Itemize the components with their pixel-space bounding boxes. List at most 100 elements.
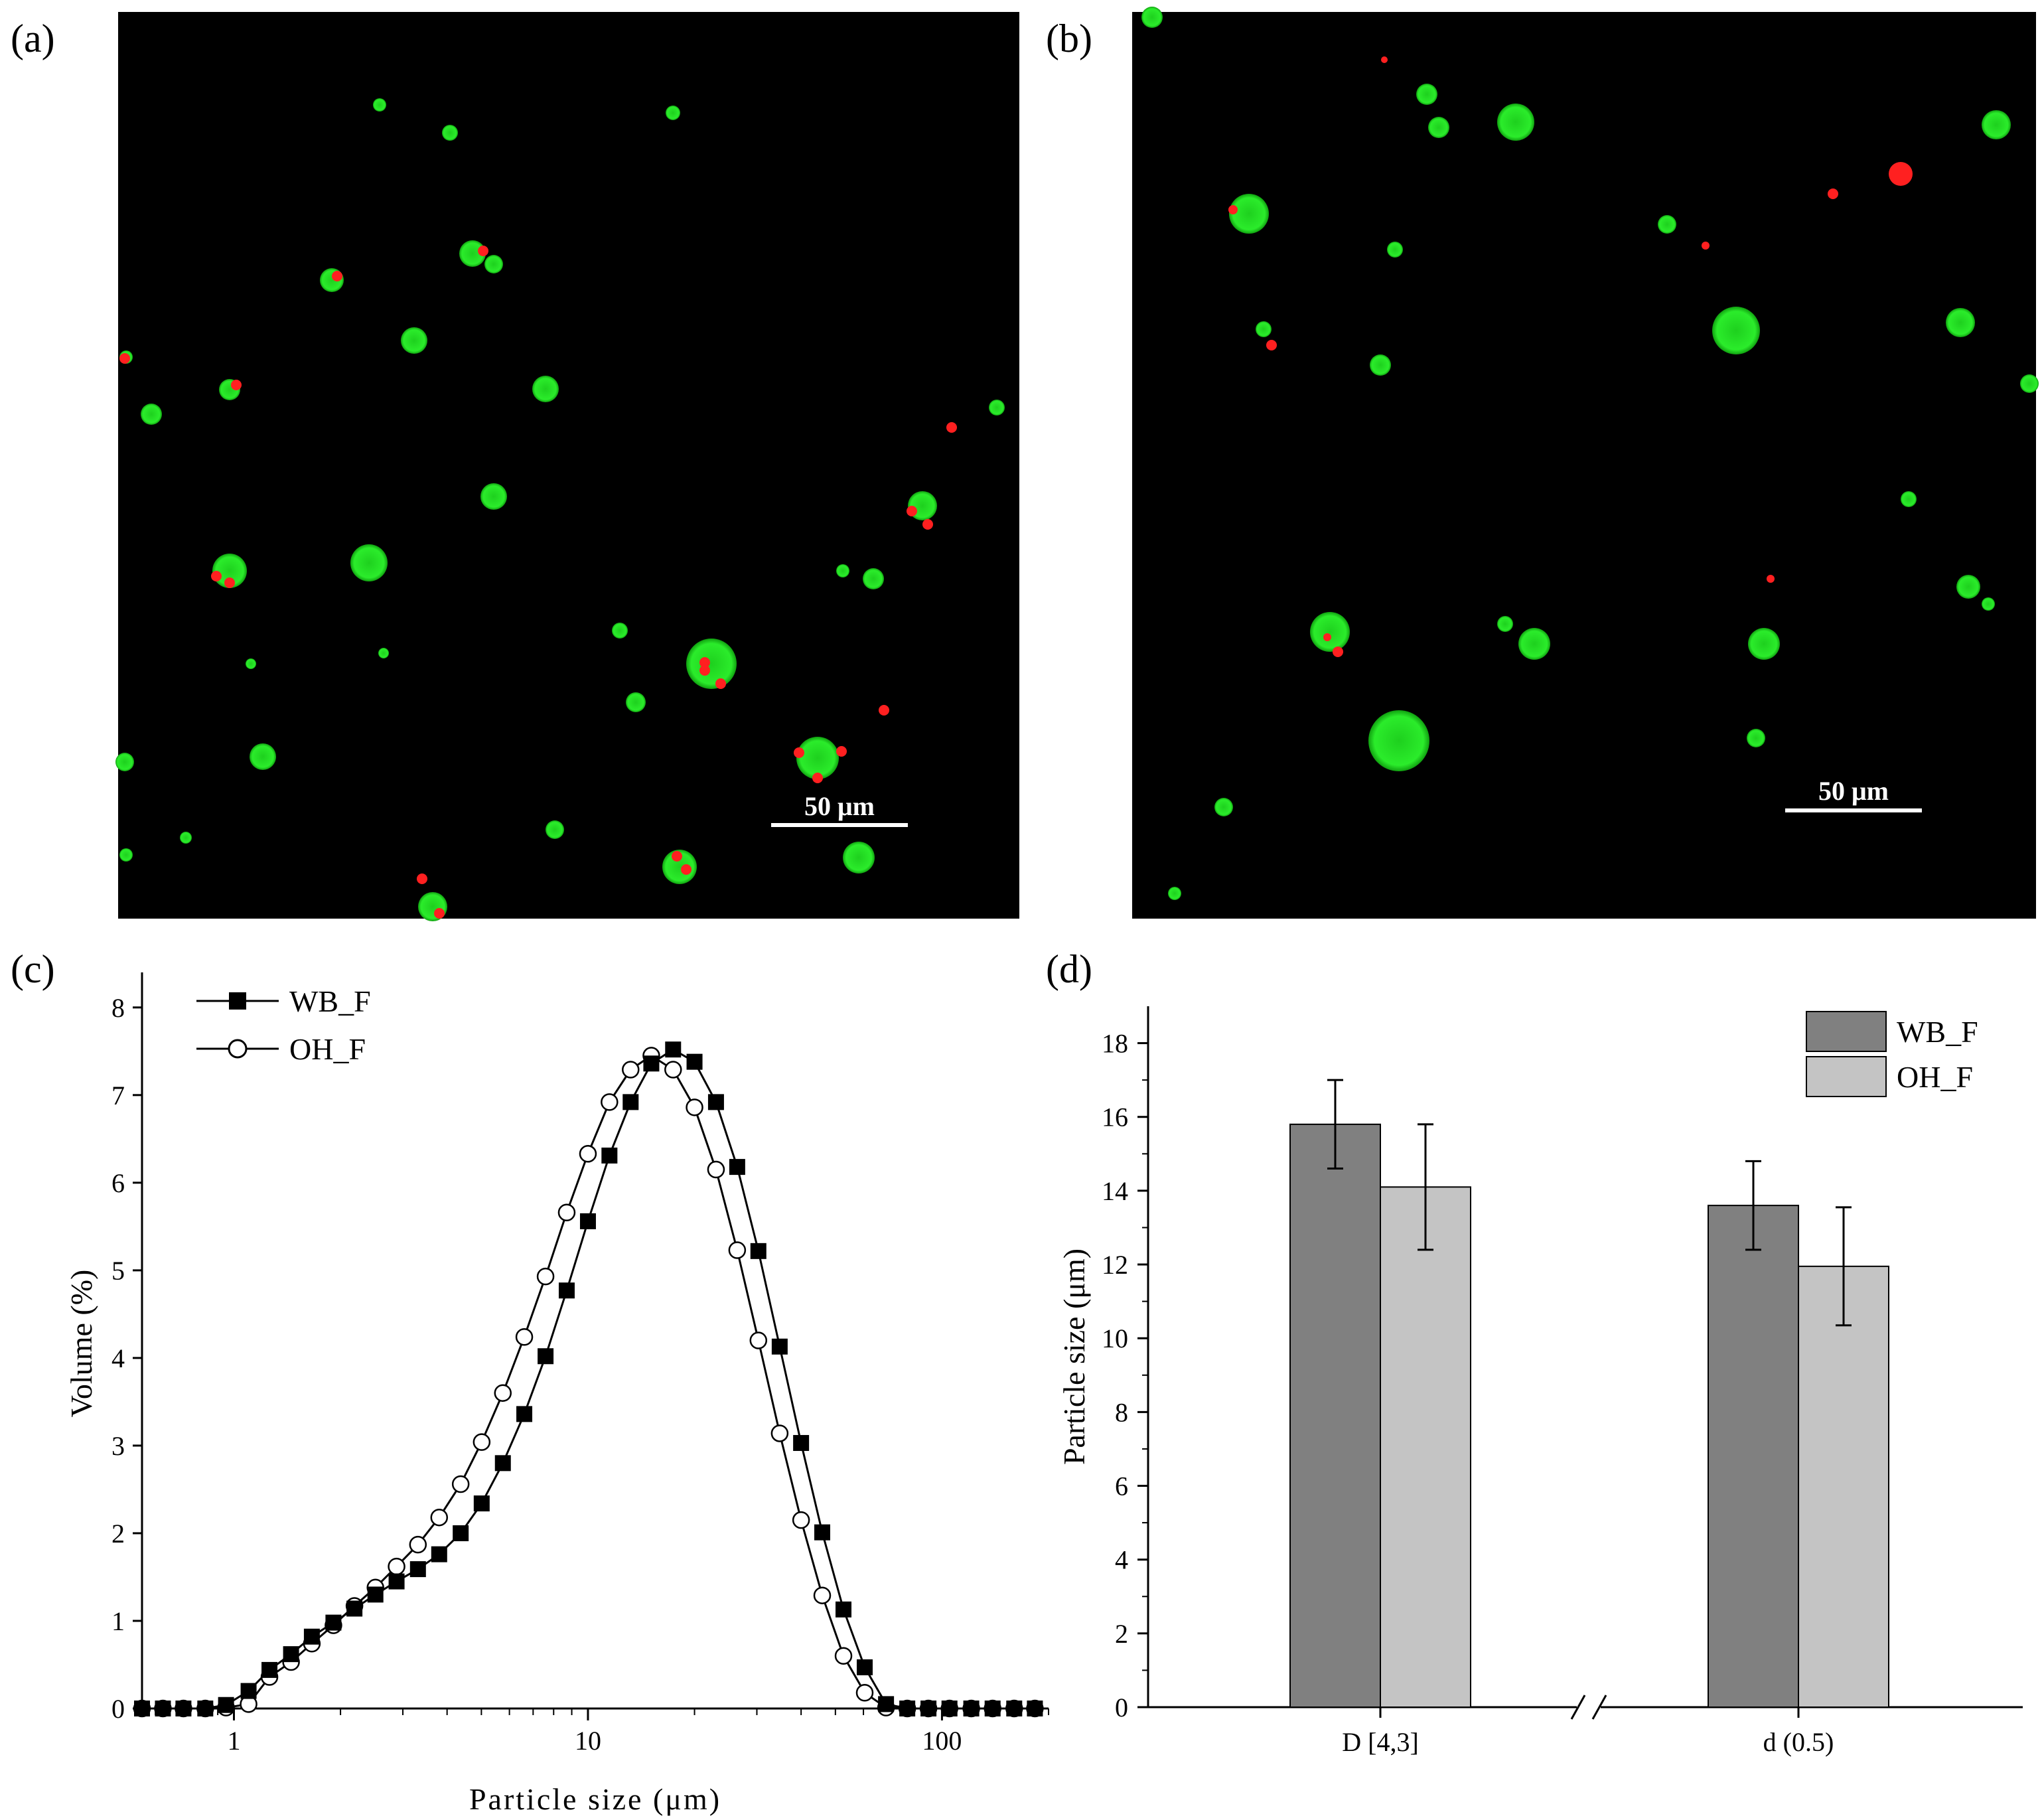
chart-c-y-tick-label: 0 bbox=[111, 1694, 125, 1724]
chart-c-legend-item-wb: WB_F bbox=[196, 984, 371, 1018]
chart-c-y-tick-label: 7 bbox=[111, 1081, 125, 1110]
red-particle bbox=[1323, 633, 1331, 641]
red-particle bbox=[434, 908, 445, 919]
chart-d-y-tick-label: 2 bbox=[1115, 1619, 1128, 1649]
chart-c-x-tick-label: 100 bbox=[922, 1726, 962, 1756]
droplet bbox=[378, 648, 389, 658]
droplet bbox=[484, 255, 503, 273]
chart-d-category-label: d (0.5) bbox=[1763, 1727, 1834, 1757]
chart-c-y-tick-label: 4 bbox=[111, 1343, 125, 1373]
droplet bbox=[212, 554, 247, 588]
chart-c-x-tick-label: 1 bbox=[228, 1726, 241, 1756]
chart-c-point-oh-f bbox=[813, 1586, 832, 1604]
chart-c-point-wb-f bbox=[665, 1041, 682, 1058]
chart-c-point-wb-f bbox=[963, 1701, 980, 1716]
chart-c-point-wb-f bbox=[793, 1434, 810, 1451]
chart-c-point-wb-f bbox=[579, 1213, 596, 1229]
chart-d-particle-size-bars: 0 2 4 6 8 10 12 14 16 18 D [4,3] d (0.5) Particle … bbox=[1057, 1006, 2023, 1757]
chart-d-y-tick-label: 10 bbox=[1102, 1324, 1128, 1353]
droplet bbox=[119, 848, 133, 862]
chart-c-point-wb-f bbox=[367, 1586, 384, 1603]
droplet bbox=[546, 820, 564, 839]
red-particle bbox=[119, 353, 130, 364]
droplet bbox=[2020, 374, 2039, 393]
chart-c-point-wb-f bbox=[134, 1701, 150, 1716]
chart-c-point-wb-f bbox=[240, 1683, 257, 1699]
chart-c-point-wb-f bbox=[878, 1696, 895, 1712]
chart-d-axis-break-slash-2 bbox=[1591, 1695, 1607, 1720]
chart-c-point-oh-f bbox=[473, 1433, 491, 1451]
chart-d-y-tick-label: 16 bbox=[1102, 1102, 1128, 1132]
red-particle bbox=[794, 747, 804, 758]
droplet bbox=[373, 98, 386, 112]
chart-c-point-wb-f bbox=[538, 1348, 554, 1365]
chart-c-point-oh-f bbox=[664, 1061, 682, 1079]
chart-c-point-wb-f bbox=[771, 1338, 788, 1355]
droplet bbox=[1946, 308, 1975, 337]
chart-c-point-wb-f bbox=[1027, 1701, 1043, 1716]
chart-c-legend-label-oh: OH_F bbox=[289, 1032, 366, 1066]
chart-c-y-tick-label: 1 bbox=[111, 1606, 125, 1636]
droplet bbox=[1141, 7, 1163, 28]
chart-d-legend-label-wb: WB_F bbox=[1897, 1015, 1978, 1049]
chart-c-point-oh-f bbox=[409, 1535, 427, 1554]
chart-d-legend-swatch-wb bbox=[1806, 1011, 1887, 1052]
droplet bbox=[1748, 628, 1780, 660]
chart-c-point-wb-f bbox=[643, 1055, 660, 1072]
chart-d-category-labels: D [4,3] d (0.5) bbox=[1342, 1707, 1834, 1757]
red-particle bbox=[1228, 205, 1238, 214]
chart-c-point-wb-f bbox=[622, 1094, 639, 1110]
chart-c-series bbox=[133, 1041, 1044, 1718]
chart-c-point-wb-f bbox=[453, 1525, 469, 1541]
chart-c-point-oh-f bbox=[536, 1267, 555, 1286]
droplet bbox=[1518, 628, 1550, 660]
chart-c-y-tick-label: 8 bbox=[111, 993, 125, 1023]
droplet bbox=[612, 623, 628, 639]
chart-c-point-wb-f bbox=[707, 1094, 724, 1110]
red-particle bbox=[478, 246, 488, 256]
droplet bbox=[250, 743, 276, 770]
chart-c-point-oh-f bbox=[579, 1145, 597, 1163]
chart-c-point-wb-f bbox=[303, 1628, 320, 1645]
red-particle bbox=[907, 506, 917, 516]
chart-c-point-wb-f bbox=[409, 1561, 426, 1578]
panel-label-c: (c) bbox=[11, 947, 55, 991]
red-particle bbox=[224, 577, 235, 588]
chart-d-legend-item-wb: WB_F bbox=[1806, 1011, 1978, 1052]
droplet bbox=[1428, 117, 1449, 138]
chart-c-point-wb-f bbox=[814, 1524, 831, 1541]
chart-c-legend-marker-wb bbox=[229, 992, 246, 1010]
droplet bbox=[836, 564, 849, 577]
chart-c-point-oh-f bbox=[515, 1327, 534, 1346]
red-particle bbox=[1266, 340, 1277, 350]
chart-d-axis-break-slash-1 bbox=[1570, 1695, 1586, 1720]
red-particle bbox=[922, 519, 933, 530]
chart-c-point-oh-f bbox=[749, 1331, 768, 1349]
chart-c-point-wb-f bbox=[283, 1646, 299, 1663]
droplet bbox=[1747, 729, 1765, 747]
chart-c-y-tick-label: 5 bbox=[111, 1256, 125, 1286]
chart-d-y-tick-label: 6 bbox=[1115, 1472, 1128, 1501]
droplet bbox=[246, 658, 256, 669]
red-particle bbox=[1767, 575, 1775, 583]
chart-c-point-wb-f bbox=[175, 1701, 192, 1716]
micrograph-a: 50 μm bbox=[115, 12, 1019, 921]
chart-d-bar-oh-f bbox=[1380, 1186, 1471, 1708]
red-particle bbox=[836, 746, 847, 757]
chart-c-y-tick-label: 6 bbox=[111, 1168, 125, 1198]
chart-d-legend-swatch-oh bbox=[1806, 1056, 1887, 1097]
red-particle bbox=[1333, 646, 1343, 657]
droplet bbox=[626, 692, 646, 712]
chart-d-y-tick-label: 8 bbox=[1115, 1397, 1128, 1427]
scale-bar-a: 50 μm bbox=[771, 791, 908, 827]
chart-c-point-oh-f bbox=[728, 1241, 747, 1259]
chart-c-point-wb-f bbox=[729, 1159, 745, 1175]
droplet bbox=[350, 544, 388, 581]
chart-c-x-ticks: 1 10 100 bbox=[155, 1708, 1049, 1756]
droplet bbox=[480, 483, 507, 510]
red-particle bbox=[1381, 56, 1388, 63]
red-particle bbox=[211, 571, 222, 581]
droplet bbox=[1310, 612, 1350, 652]
chart-d-y-tick-label: 14 bbox=[1102, 1176, 1128, 1206]
